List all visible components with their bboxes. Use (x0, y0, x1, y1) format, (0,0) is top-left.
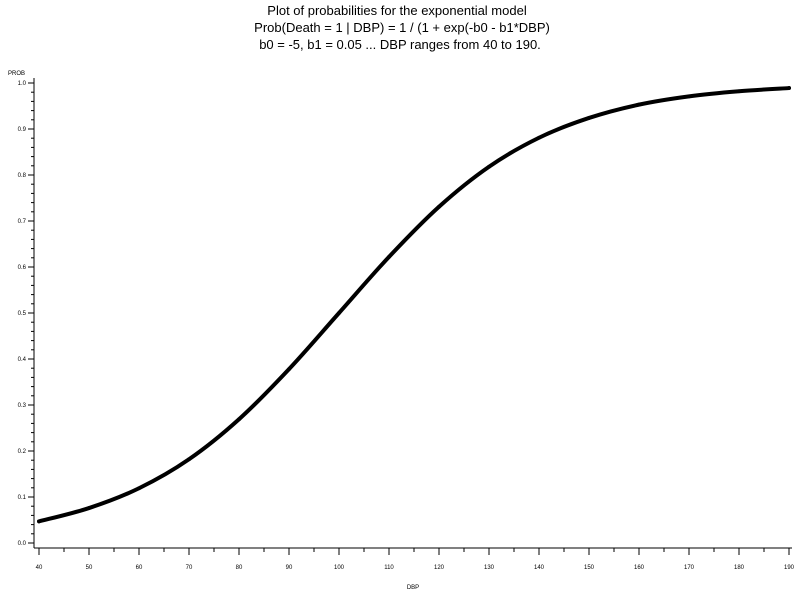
series-point-4 (237, 417, 241, 422)
series-point-12 (637, 102, 641, 107)
series-point-1 (87, 506, 91, 510)
y-tick-label: 0.7 (18, 219, 27, 225)
series-line-prob (37, 86, 791, 524)
y-tick-label: 0.8 (18, 173, 27, 179)
series-point-15 (787, 86, 791, 90)
y-tick-label: 0.2 (18, 449, 27, 455)
x-axis-ticks: 40 50 60 70 80 90 100 110 120 130 140 150 160 170 180 1… (36, 548, 795, 571)
y-tick-label: 0.4 (18, 357, 27, 363)
y-tick-label: 0.0 (18, 541, 27, 547)
series-point-6 (337, 311, 341, 315)
series-point-0 (37, 519, 41, 524)
series-point-13 (687, 94, 691, 99)
series-point-14 (737, 89, 741, 94)
series-point-5 (287, 367, 291, 372)
series-point-7 (387, 254, 391, 259)
series-point-2 (137, 486, 141, 491)
y-tick-label: 0.6 (18, 265, 27, 271)
x-tick-label: 50 (86, 565, 93, 571)
x-tick-label: 120 (434, 565, 445, 571)
y-axis-ticks: 0.0 0.1 0.2 0.3 0.4 0.5 0.6 0.7 0.8 0.9 1.0 (18, 81, 34, 547)
chart-title-line-2: Prob(Death = 1 | DBP) = 1 / (1 + exp(-b0… (254, 20, 550, 35)
y-axis-label: PROB (8, 71, 25, 77)
y-tick-label: 1.0 (18, 81, 27, 87)
series-point-3 (187, 457, 191, 462)
x-tick-label: 130 (484, 565, 495, 571)
x-tick-label: 170 (684, 565, 695, 571)
series-points (37, 86, 791, 524)
series-point-9 (487, 164, 491, 169)
x-tick-label: 140 (534, 565, 545, 571)
y-tick-label: 0.3 (18, 403, 27, 409)
y-tick-label: 0.5 (18, 311, 27, 317)
x-tick-label: 180 (734, 565, 745, 571)
x-tick-label: 60 (136, 565, 143, 571)
x-tick-label: 160 (634, 565, 645, 571)
series-point-8 (437, 204, 441, 209)
x-tick-label: 40 (36, 565, 43, 571)
x-tick-label: 90 (286, 565, 293, 571)
x-tick-label: 110 (384, 565, 394, 571)
chart-title-line-1: Plot of probabilities for the exponentia… (267, 3, 527, 18)
y-tick-label: 0.1 (18, 495, 27, 501)
x-tick-label: 70 (186, 565, 193, 571)
x-axis-label: DBP (407, 585, 419, 591)
x-tick-label: 150 (584, 565, 595, 571)
series-point-11 (587, 116, 591, 120)
y-tick-label: 0.9 (18, 127, 27, 133)
x-tick-label: 80 (236, 565, 243, 571)
x-tick-label: 100 (334, 565, 345, 571)
chart-title-line-3: b0 = -5, b1 = 0.05 ... DBP ranges from 4… (259, 37, 541, 52)
x-tick-label: 190 (784, 565, 795, 571)
series-point-10 (537, 135, 541, 140)
